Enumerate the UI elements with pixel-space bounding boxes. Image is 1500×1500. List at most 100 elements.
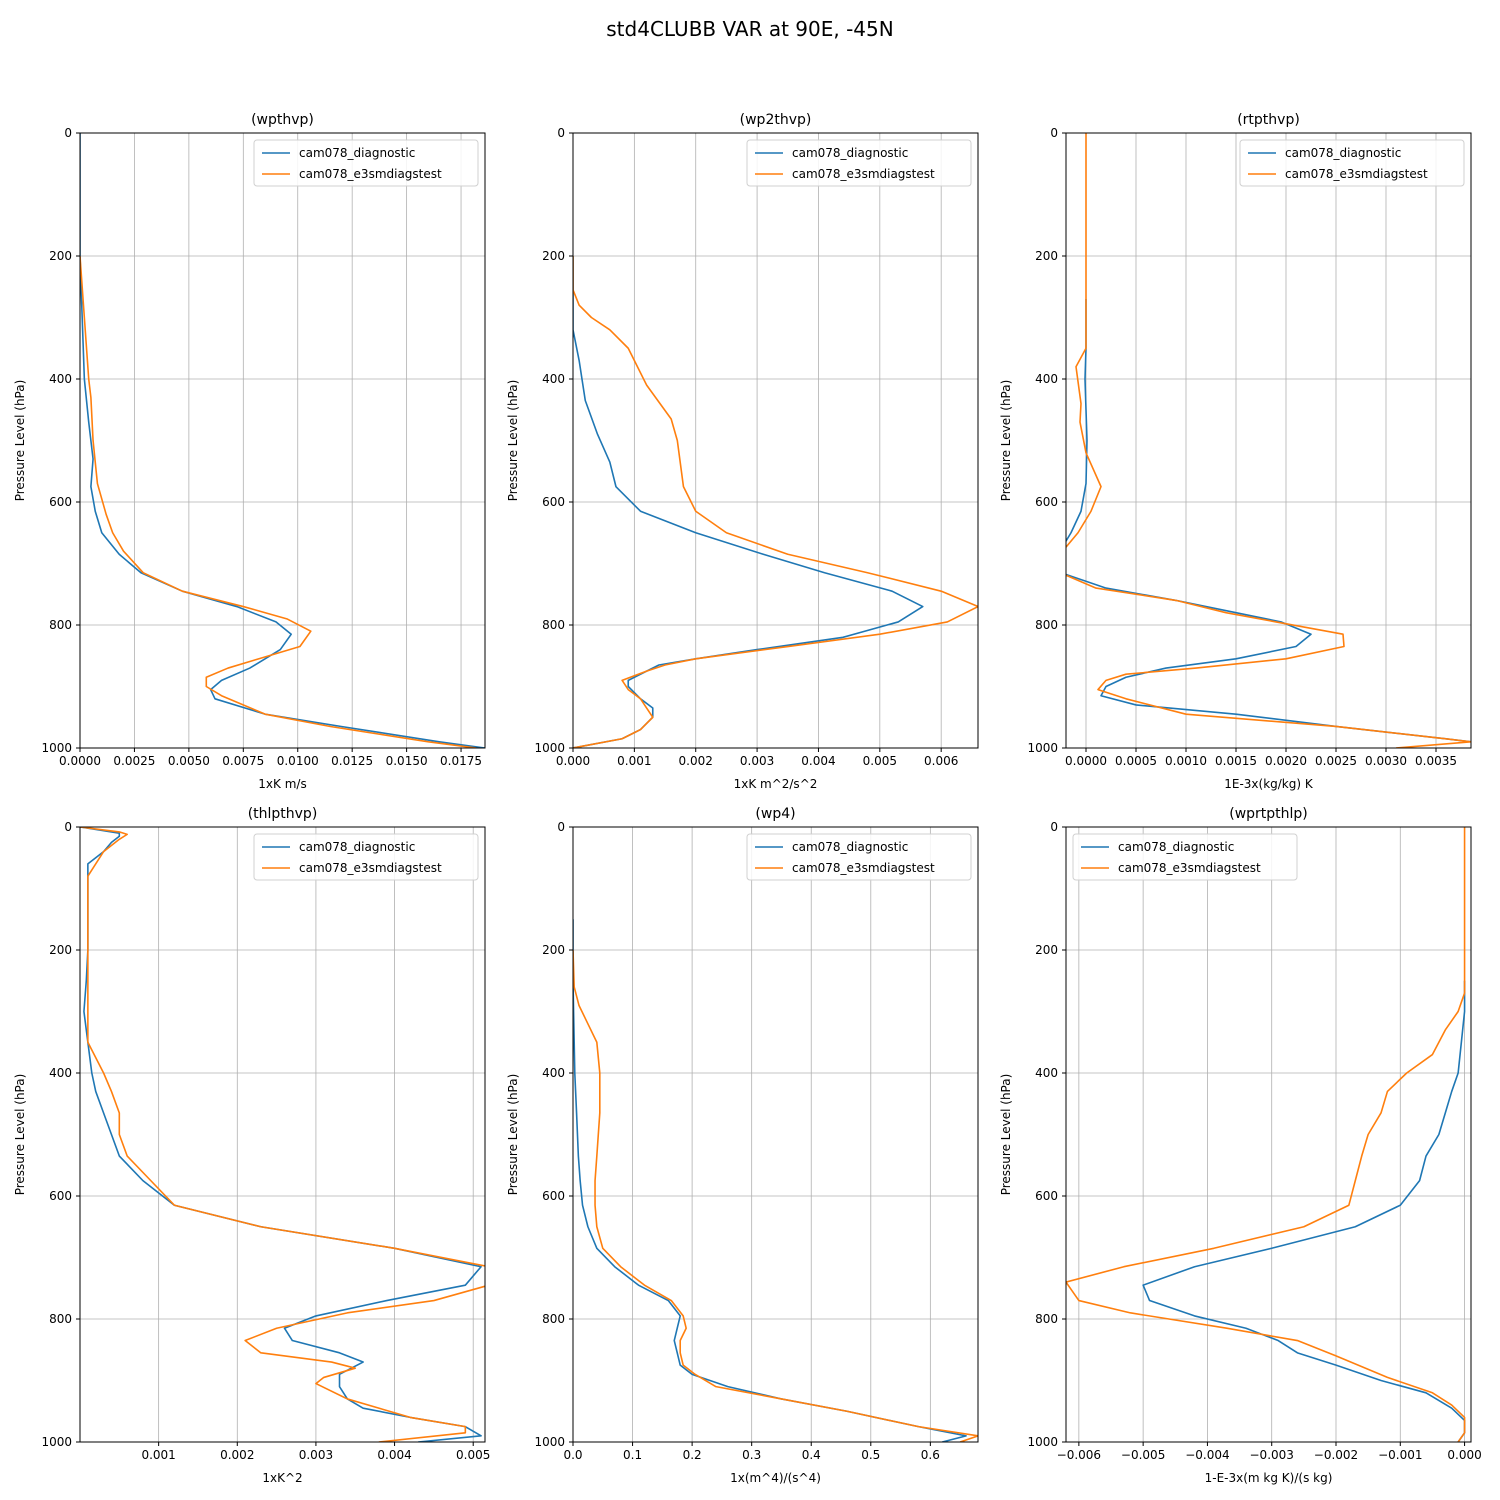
legend: cam078_diagnostic cam078_e3smdiagstest [746, 139, 972, 187]
axes-frame [572, 132, 979, 749]
y-tick-label: 200 [49, 249, 72, 263]
x-tick-label: 0.0100 [277, 754, 319, 768]
x-tick-label: 0.0075 [222, 754, 264, 768]
x-tick-label: 0.0010 [1165, 754, 1207, 768]
x-tick-label: 0.003 [299, 1448, 333, 1462]
x-tick-label: 0.004 [801, 754, 835, 768]
y-axis-label: Pressure Level (hPa) [506, 380, 520, 502]
x-tick-label: 0.003 [740, 754, 774, 768]
y-tick-label: 1000 [1027, 1435, 1058, 1449]
x-tick-label: 0.0000 [59, 754, 101, 768]
x-tick-label: 0.001 [617, 754, 651, 768]
legend-entry: cam078_diagnostic [1285, 146, 1401, 160]
y-tick-label: 200 [49, 943, 72, 957]
y-tick-label: 0 [64, 126, 72, 140]
legend-entry: cam078_e3smdiagstest [792, 861, 935, 875]
x-tick-label: 0.5 [861, 1448, 880, 1462]
x-tick-label: 0.0025 [1315, 754, 1357, 768]
x-axis-label: 1x(m^4)/(s^4) [730, 1471, 821, 1485]
y-tick-label: 1000 [534, 741, 565, 755]
legend-box [1072, 833, 1298, 881]
x-tick-label: 0.000 [1447, 1448, 1481, 1462]
x-tick-label: 0.0035 [1415, 754, 1457, 768]
y-tick-label: 400 [49, 372, 72, 386]
panel-title: (rtpthvp) [1237, 112, 1300, 128]
panel-3: 0.0000 0.0005 0.0010 0.0015 0.0020 0.0025 0.00… [999, 112, 1472, 791]
y-tick-label: 200 [542, 943, 565, 957]
series-line-cam078_diagnostic [1066, 299, 1471, 743]
x-tick-label: 0.006 [924, 754, 958, 768]
y-tick-label: 600 [49, 1189, 72, 1203]
x-tick-label: 0.2 [683, 1448, 702, 1462]
x-axis-label: 1xK m/s [258, 777, 306, 791]
x-tick-label: 0.000 [556, 754, 590, 768]
axes-frame [572, 826, 979, 1443]
legend-entry: cam078_e3smdiagstest [299, 167, 442, 181]
y-axis-label: Pressure Level (hPa) [13, 380, 27, 502]
y-tick-label: 800 [542, 1312, 565, 1326]
legend-box [746, 833, 972, 881]
y-axis-label: Pressure Level (hPa) [999, 1074, 1013, 1196]
legend-entry: cam078_diagnostic [792, 840, 908, 854]
series-line-cam078_e3smdiagstest [1066, 133, 1471, 748]
legend-box [746, 139, 972, 187]
legend: cam078_diagnostic cam078_e3smdiagstest [746, 833, 972, 881]
x-tick-label: 0.002 [679, 754, 713, 768]
panel-4: 0.001 0.002 0.003 0.004 0.005 0 200 400 600 800 10… [13, 806, 490, 1485]
panel-6: −0.006 −0.005 −0.004 −0.003 −0.002 −0.001 0.00… [999, 806, 1482, 1485]
y-tick-label: 1000 [41, 741, 72, 755]
x-tick-label: 0.0000 [1065, 754, 1107, 768]
y-tick-label: 800 [49, 1312, 72, 1326]
panel-title: (wpthvp) [251, 112, 314, 128]
legend-entry: cam078_e3smdiagstest [1118, 861, 1261, 875]
legend: cam078_diagnostic cam078_e3smdiagstest [253, 139, 479, 187]
x-tick-label: 0.0 [563, 1448, 582, 1462]
y-tick-label: 0 [557, 126, 565, 140]
x-tick-label: 0.0050 [168, 754, 210, 768]
x-tick-label: 0.004 [377, 1448, 411, 1462]
y-tick-label: 0 [64, 820, 72, 834]
series-line-cam078_diagnostic [1142, 980, 1466, 1442]
y-tick-label: 200 [542, 249, 565, 263]
y-tick-label: 600 [542, 1189, 565, 1203]
x-tick-label: 0.0125 [331, 754, 373, 768]
axes-frame [79, 132, 486, 749]
y-tick-label: 200 [1035, 249, 1058, 263]
y-tick-label: 600 [49, 495, 72, 509]
y-tick-label: 0 [1050, 820, 1058, 834]
x-tick-label: 0.001 [141, 1448, 175, 1462]
legend-entry: cam078_diagnostic [299, 146, 415, 160]
panel-5: 0.0 0.1 0.2 0.3 0.4 0.5 0.6 0 200 400 600 800 1000 (w… [506, 806, 979, 1485]
axes-frame [1065, 132, 1472, 749]
panel-title: (wp2thvp) [740, 112, 812, 128]
legend-entry: cam078_e3smdiagstest [1285, 167, 1428, 181]
x-tick-label: −0.003 [1250, 1448, 1294, 1462]
y-tick-label: 1000 [534, 1435, 565, 1449]
x-axis-label: 1-E-3x(m kg K)/(s kg) [1205, 1471, 1333, 1485]
panel-2: 0.000 0.001 0.002 0.003 0.004 0.005 0.006 0 200 4… [506, 112, 979, 791]
legend-box [253, 833, 479, 881]
y-tick-label: 800 [542, 618, 565, 632]
x-tick-label: 0.4 [802, 1448, 821, 1462]
y-tick-label: 0 [557, 820, 565, 834]
legend-entry: cam078_e3smdiagstest [299, 861, 442, 875]
y-tick-label: 400 [1035, 372, 1058, 386]
series-line-cam078_e3smdiagstest [573, 949, 978, 1442]
y-tick-label: 400 [1035, 1066, 1058, 1080]
panel-title: (wp4) [755, 806, 795, 822]
x-tick-label: 0.6 [921, 1448, 940, 1462]
y-tick-label: 400 [49, 1066, 72, 1080]
x-tick-label: −0.001 [1378, 1448, 1422, 1462]
x-axis-label: 1xK m^2/s^2 [734, 777, 818, 791]
y-tick-label: 800 [1035, 1312, 1058, 1326]
legend: cam078_diagnostic cam078_e3smdiagstest [1072, 833, 1298, 881]
series-line-cam078_e3smdiagstest [80, 827, 485, 1442]
y-tick-label: 600 [1035, 1189, 1058, 1203]
x-tick-label: 0.0015 [1215, 754, 1257, 768]
x-tick-label: 0.1 [623, 1448, 642, 1462]
x-tick-label: 0.0020 [1265, 754, 1307, 768]
y-tick-label: 800 [1035, 618, 1058, 632]
y-tick-label: 200 [1035, 943, 1058, 957]
x-tick-label: −0.002 [1314, 1448, 1358, 1462]
